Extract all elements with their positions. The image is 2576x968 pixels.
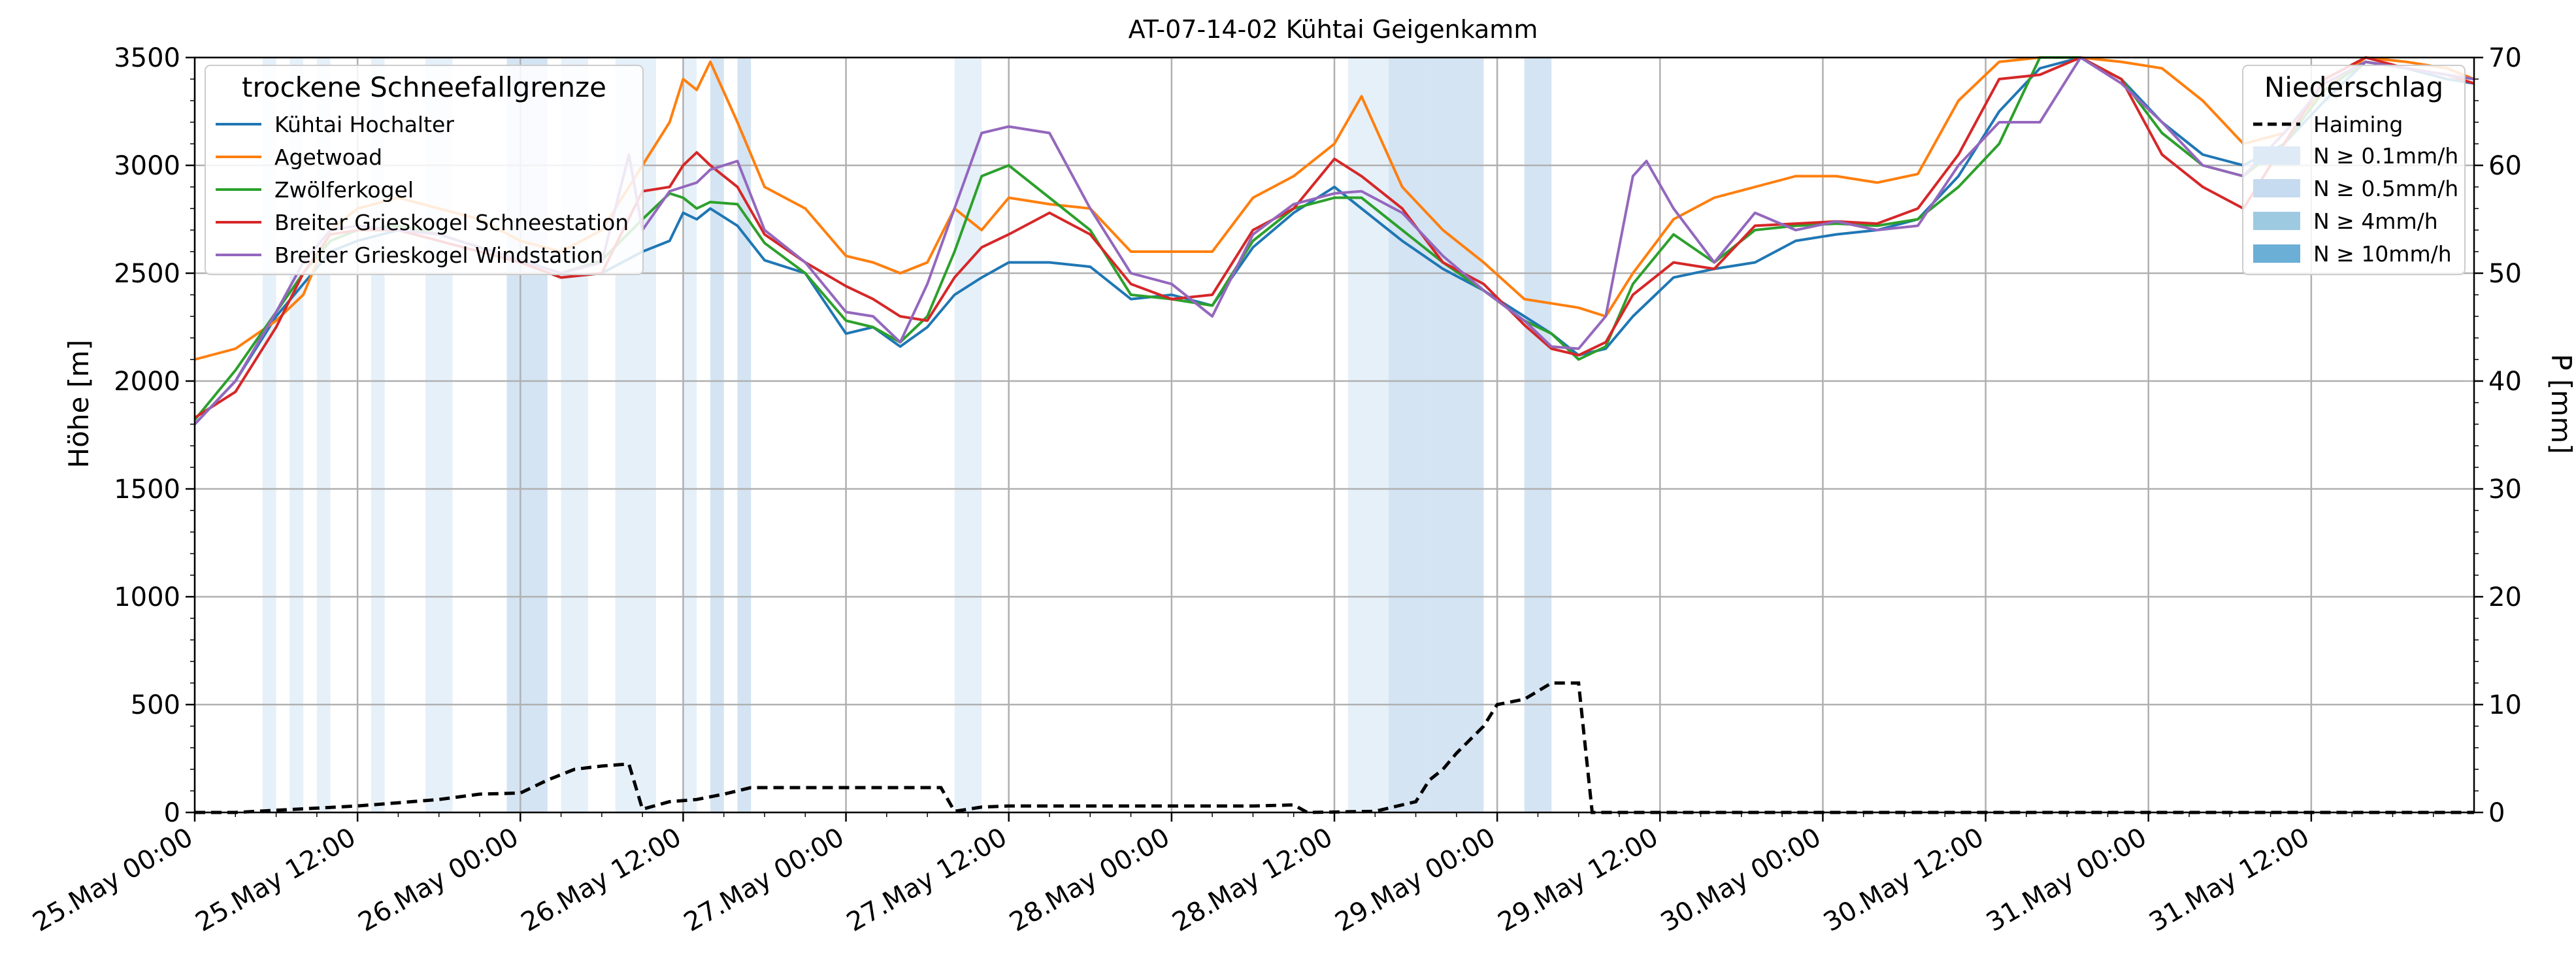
legend-band-label: N ≥ 4mm/h — [2313, 209, 2438, 234]
y-tick-label-left: 1500 — [114, 475, 180, 505]
y-tick-label-right: 70 — [2488, 43, 2522, 73]
precip-shade-band — [737, 58, 751, 812]
legend-band-swatch — [2253, 212, 2300, 230]
y-tick-label-left: 3000 — [114, 151, 180, 181]
precip-shade-band — [1429, 58, 1484, 812]
precipitation-line — [195, 681, 2474, 814]
precip-shade-band — [1524, 58, 1552, 812]
y-tick-label-left: 2000 — [114, 367, 180, 397]
legend-series-label: Kühtai Hochalter — [274, 112, 454, 137]
y-tick-label-left: 500 — [131, 690, 180, 720]
y-tick-label-right: 30 — [2488, 475, 2522, 505]
legend-series-label: Zwölferkogel — [274, 177, 414, 203]
y-tick-label-left: 0 — [164, 798, 180, 828]
y-tick-label-left: 1000 — [114, 582, 180, 612]
y-tick-label-right: 10 — [2488, 690, 2522, 720]
legend-band-label: N ≥ 0.1mm/h — [2313, 143, 2458, 169]
chart-title: AT-07-14-02 Kühtai Geigenkamm — [1129, 15, 1538, 44]
precip-shade-band — [954, 58, 982, 812]
legend-band-label: N ≥ 10mm/h — [2313, 241, 2452, 267]
legend-band-swatch — [2253, 146, 2300, 165]
legend-series-label: Breiter Grieskogel Windstation — [274, 242, 604, 268]
y-tick-label-right: 60 — [2488, 151, 2522, 181]
legend-precipitation: Niederschlag Haiming N ≥ 0.1mm/h N ≥ 0.5m… — [2242, 65, 2466, 275]
precip-shade-band — [710, 58, 724, 812]
legend-band-label: N ≥ 0.5mm/h — [2313, 176, 2458, 201]
y-tick-label-left: 2500 — [114, 259, 180, 289]
legend-series-label: Agetwoad — [274, 144, 382, 170]
precip-shade-band — [683, 58, 697, 812]
y-axis-label-left: Höhe [m] — [63, 340, 95, 469]
precip-shade-band — [1389, 58, 1430, 812]
legend-band-swatch — [2253, 179, 2300, 197]
legend-band-swatch — [2253, 244, 2300, 263]
legend-precipitation-label: Haiming — [2313, 112, 2403, 137]
y-tick-label-right: 50 — [2488, 259, 2522, 289]
precip-shade-band — [1347, 58, 1389, 812]
y-tick-label-right: 40 — [2488, 367, 2522, 397]
y-tick-label-left: 3500 — [114, 43, 180, 73]
legend-series-label: Breiter Grieskogel Schneestation — [274, 210, 629, 235]
precip-line — [195, 681, 2474, 814]
legend-precipitation-title: Niederschlag — [2264, 71, 2443, 103]
legend-snowline-title: trockene Schneefallgrenze — [242, 71, 606, 103]
y-tick-label-right: 20 — [2488, 582, 2522, 612]
y-tick-label-right: 0 — [2488, 798, 2505, 828]
y-axis-label-right: P [mm] — [2545, 354, 2576, 454]
legend-snowline: trockene Schneefallgrenze Kühtai Hochalt… — [205, 65, 644, 275]
legend-snowline-frame — [205, 65, 644, 275]
